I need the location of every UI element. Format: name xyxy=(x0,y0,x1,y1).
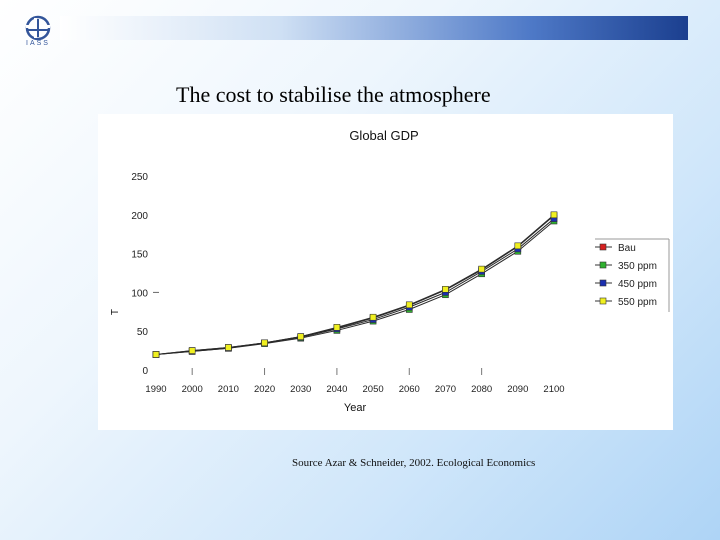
header-bar xyxy=(60,16,688,40)
y-tick-label: 200 xyxy=(131,211,148,222)
data-point xyxy=(369,313,377,321)
data-point xyxy=(478,265,485,273)
chart-panel: Global GDP Year T 0 50 100 150 200 250 1990 200… xyxy=(98,114,673,430)
x-tick-label: 2100 xyxy=(543,384,564,395)
legend-label: 450 ppm xyxy=(618,279,657,290)
series-line xyxy=(155,214,555,355)
data-point xyxy=(261,339,268,347)
x-tick-label: 2090 xyxy=(507,384,528,395)
gdp-line-chart: Global GDP Year T 0 50 100 150 200 250 1990 200… xyxy=(110,128,670,414)
x-tick-label: 1990 xyxy=(145,384,166,395)
legend-marker xyxy=(599,243,607,251)
data-point xyxy=(550,211,558,219)
y-tick-label: 100 xyxy=(131,288,148,299)
x-tick-label: 2050 xyxy=(363,384,384,395)
data-point xyxy=(333,324,341,331)
y-tick-label: 0 xyxy=(142,366,148,377)
series-line xyxy=(155,218,555,355)
y-tick-label: 250 xyxy=(131,172,148,183)
series-line xyxy=(155,220,555,355)
x-axis-label: Year xyxy=(344,402,367,414)
legend-label: 550 ppm xyxy=(618,297,657,308)
y-axis-label: T xyxy=(110,309,121,315)
x-tick-label: 2000 xyxy=(182,384,203,395)
y-tick-label: 150 xyxy=(131,250,148,261)
logo-icon xyxy=(24,14,52,48)
data-point xyxy=(405,301,413,309)
source-citation: Source Azar & Schneider, 2002. Ecologica… xyxy=(292,457,536,469)
legend-label: Bau xyxy=(618,243,636,254)
legend-marker xyxy=(599,279,607,287)
x-tick-label: 2070 xyxy=(435,384,456,395)
data-point xyxy=(297,333,305,340)
x-tick-label: 2020 xyxy=(254,384,275,395)
chart-title: Global GDP xyxy=(349,128,418,143)
data-point xyxy=(188,347,196,354)
series-line xyxy=(155,215,555,355)
slide-title: The cost to stabilise the atmosphere xyxy=(176,82,491,107)
legend-label: 350 ppm xyxy=(618,261,657,272)
data-point xyxy=(225,344,232,351)
data-point xyxy=(152,351,160,358)
legend-marker xyxy=(599,261,607,269)
x-tick-label: 2030 xyxy=(290,384,311,395)
x-tick-label: 2040 xyxy=(326,384,347,395)
x-tick-label: 2080 xyxy=(471,384,492,395)
x-tick-label: 2010 xyxy=(218,384,239,395)
data-point xyxy=(514,242,522,250)
legend-marker xyxy=(599,297,607,305)
logo-text: IASS xyxy=(26,40,50,47)
x-tick-label: 2060 xyxy=(399,384,420,395)
data-point xyxy=(442,285,449,293)
y-tick-label: 50 xyxy=(137,327,149,338)
